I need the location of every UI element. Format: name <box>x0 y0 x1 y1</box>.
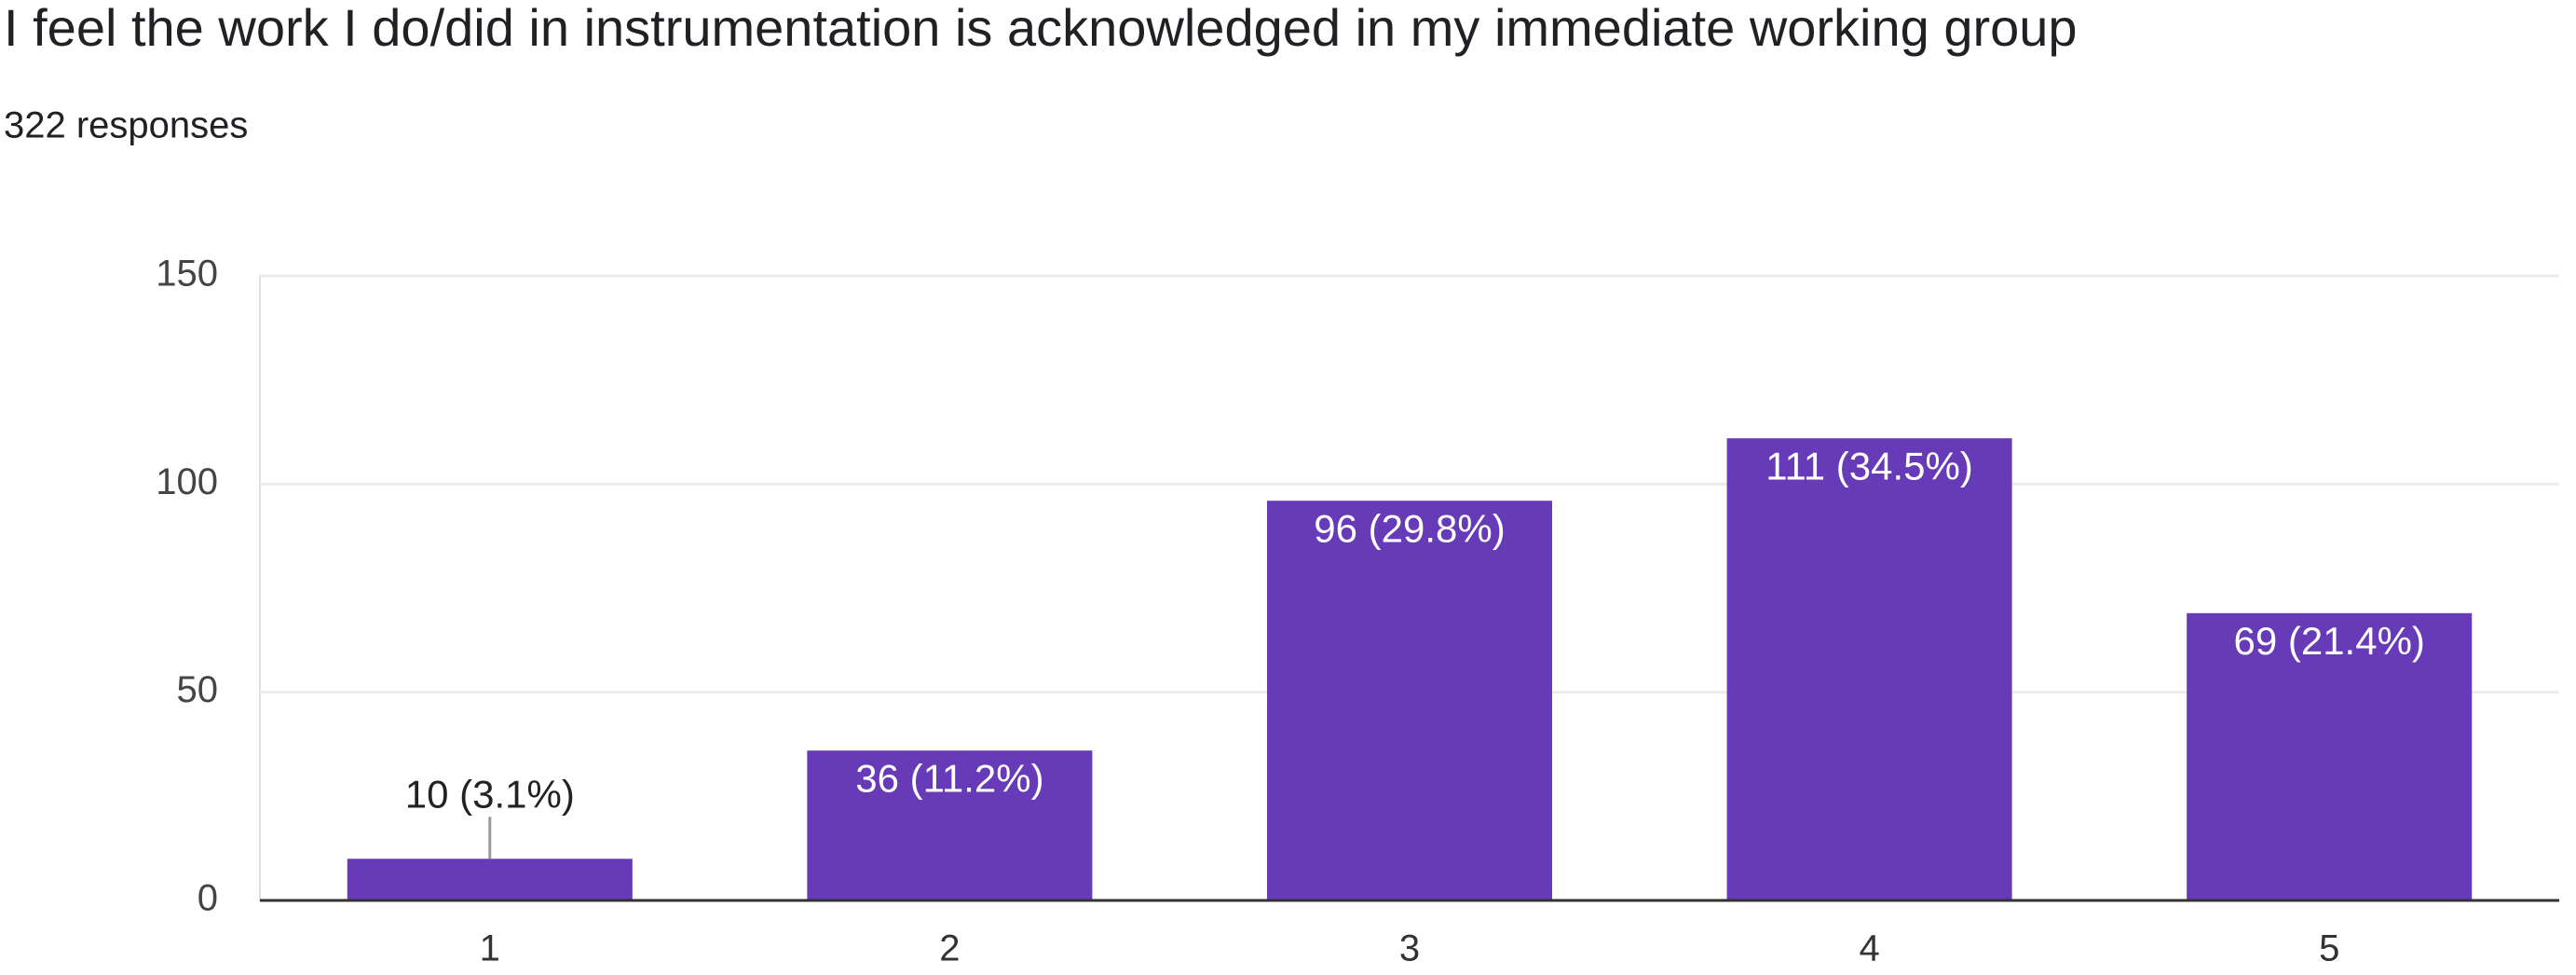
chart-subtitle: 322 responses <box>4 105 248 146</box>
bar <box>2187 612 2473 900</box>
y-tick-label: 150 <box>156 254 218 295</box>
x-tick-label: 1 <box>480 928 500 969</box>
bar <box>347 858 633 900</box>
data-label: 96 (29.8%) <box>1314 506 1505 550</box>
x-tick-label: 2 <box>939 928 960 969</box>
data-label: 111 (34.5%) <box>1765 444 1973 488</box>
x-tick-label: 5 <box>2319 928 2339 969</box>
y-tick-label: 100 <box>156 461 218 502</box>
y-tick-label: 50 <box>177 669 219 710</box>
data-label: 10 (3.1%) <box>405 772 575 816</box>
x-tick-label: 3 <box>1399 928 1420 969</box>
y-tick-label: 0 <box>198 878 218 919</box>
bar <box>1726 438 2012 900</box>
x-tick-label: 4 <box>1859 928 1879 969</box>
bar <box>807 750 1093 900</box>
data-label: 69 (21.4%) <box>2233 619 2424 663</box>
chart-title: I feel the work I do/did in instrumentat… <box>4 0 2078 57</box>
bar <box>1266 501 1553 900</box>
data-label: 36 (11.2%) <box>855 756 1043 800</box>
